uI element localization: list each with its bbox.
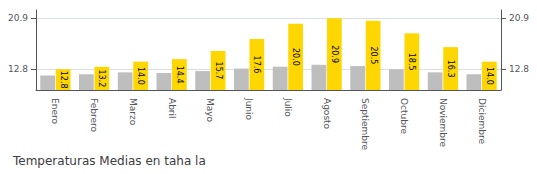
- svg-text:Julio: Julio: [283, 97, 293, 117]
- svg-text:12.8: 12.8: [8, 64, 28, 74]
- svg-text:Octubre: Octubre: [399, 98, 409, 134]
- svg-text:Abril: Abril: [167, 98, 177, 119]
- svg-text:16.3: 16.3: [446, 60, 455, 78]
- svg-text:Febrero: Febrero: [89, 98, 99, 132]
- svg-text:13.2: 13.2: [97, 69, 106, 87]
- svg-text:20.0: 20.0: [291, 48, 300, 66]
- svg-text:20.5: 20.5: [369, 46, 378, 64]
- svg-text:20.9: 20.9: [8, 13, 28, 23]
- svg-text:Marzo: Marzo: [128, 98, 138, 126]
- svg-text:14.0: 14.0: [485, 67, 494, 85]
- svg-text:Agosto: Agosto: [322, 98, 332, 130]
- svg-text:Mayo: Mayo: [205, 98, 215, 123]
- svg-text:14.4: 14.4: [175, 66, 184, 84]
- svg-text:Septiembre: Septiembre: [360, 98, 370, 151]
- svg-text:Junio: Junio: [244, 97, 254, 121]
- svg-text:20.9: 20.9: [509, 13, 529, 23]
- svg-text:14.0: 14.0: [136, 67, 145, 85]
- svg-text:Enero: Enero: [50, 98, 60, 124]
- svg-text:Temperaturas Medias en taha la: Temperaturas Medias en taha la: [12, 154, 206, 168]
- svg-text:15.7: 15.7: [214, 62, 223, 80]
- svg-text:20.9: 20.9: [330, 45, 339, 63]
- svg-text:12.8: 12.8: [59, 71, 68, 89]
- svg-text:18.5: 18.5: [407, 53, 416, 71]
- svg-text:17.6: 17.6: [252, 56, 261, 74]
- svg-text:12.8: 12.8: [509, 64, 529, 74]
- svg-text:Diciembre: Diciembre: [477, 98, 487, 144]
- svg-text:Noviembre: Noviembre: [438, 98, 448, 148]
